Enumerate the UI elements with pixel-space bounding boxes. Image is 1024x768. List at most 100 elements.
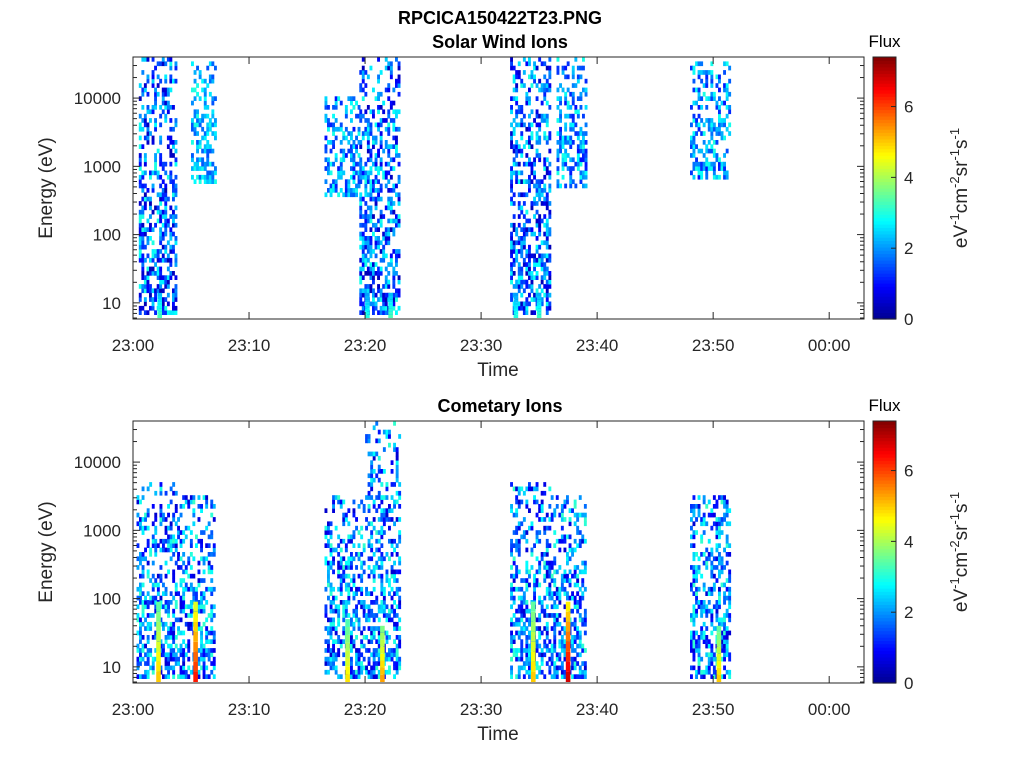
heatmap-cell — [568, 521, 572, 527]
heatmap-cell — [369, 109, 373, 115]
heatmap-cell — [207, 521, 211, 527]
heatmap-cell — [515, 530, 519, 535]
heatmap-cell — [372, 648, 376, 653]
heatmap-cell — [141, 174, 145, 180]
heatmap-cell — [563, 586, 567, 592]
heatmap-cell — [379, 240, 383, 246]
heatmap-cell — [543, 222, 547, 228]
heatmap-cell — [159, 482, 163, 487]
heatmap-cell — [367, 521, 371, 527]
colorbar-swatch — [873, 574, 896, 579]
heatmap-cell — [355, 144, 358, 149]
heatmap-cell — [379, 196, 383, 202]
heatmap-cell — [700, 538, 704, 544]
heatmap-cell — [377, 227, 380, 232]
heatmap-cell — [362, 608, 366, 614]
heatmap-cell — [395, 652, 399, 658]
heatmap-cell — [707, 161, 711, 167]
heatmap-cell — [728, 613, 732, 618]
heatmap-cell — [530, 179, 534, 184]
heatmap-cell — [382, 495, 386, 500]
heatmap-cell — [515, 122, 519, 128]
heatmap-cell — [548, 244, 552, 250]
heatmap-cell — [705, 74, 709, 80]
heatmap-cell — [690, 613, 693, 618]
heatmap-cell — [169, 257, 173, 263]
heatmap-cell — [182, 538, 186, 544]
heatmap-cell — [377, 271, 380, 276]
heatmap-cell — [198, 118, 202, 123]
heatmap-cell — [141, 70, 145, 75]
heatmap-cell — [362, 543, 366, 548]
heatmap-cell — [395, 214, 398, 219]
heatmap-cell — [710, 118, 714, 123]
heatmap-cell — [379, 214, 383, 219]
heatmap-cell — [205, 495, 209, 500]
heatmap-cell — [715, 74, 719, 80]
heatmap-cell — [174, 538, 178, 544]
heatmap-cell — [169, 214, 173, 219]
colorbar-swatch — [873, 558, 896, 563]
heatmap-cell — [342, 521, 346, 527]
colorbar-swatch — [873, 151, 896, 156]
heatmap-cell — [579, 126, 583, 132]
heatmap-cell — [342, 135, 346, 141]
heatmap-cell — [164, 600, 168, 605]
heatmap-cell — [535, 83, 539, 88]
heatmap-cell — [352, 126, 356, 132]
heatmap-cell — [392, 144, 396, 149]
heatmap-cell — [361, 262, 365, 267]
colorbar-swatch — [873, 620, 896, 625]
heatmap-cell — [561, 70, 565, 75]
heatmap-cell — [193, 161, 197, 167]
heatmap-cell — [398, 661, 402, 666]
heatmap-cell — [172, 78, 175, 84]
heatmap-cell — [141, 608, 145, 614]
heatmap-cell — [136, 643, 140, 649]
heatmap-cell — [174, 188, 178, 193]
heatmap-cell — [571, 552, 574, 557]
heatmap-cell — [528, 525, 531, 531]
heatmap-cell — [212, 648, 216, 653]
heatmap-cell — [545, 552, 549, 557]
heatmap-cell — [192, 508, 196, 513]
heatmap-cell — [344, 126, 348, 132]
heatmap-cell — [538, 613, 542, 618]
heatmap-cell — [370, 639, 374, 644]
heatmap-cell — [525, 140, 529, 145]
heatmap-cell — [196, 140, 199, 145]
heatmap-cell — [512, 530, 516, 535]
heatmap-cell — [164, 674, 168, 679]
heatmap-cell — [201, 148, 205, 154]
heatmap-cell — [393, 578, 396, 583]
heatmap-cell — [533, 170, 536, 176]
heatmap-cell — [530, 227, 534, 232]
heatmap-cell — [143, 135, 147, 141]
heatmap-cell — [540, 630, 544, 636]
hot-spot-cell — [380, 675, 385, 682]
heatmap-cell — [700, 604, 704, 610]
heatmap-cell — [350, 556, 353, 562]
heatmap-cell — [392, 118, 396, 123]
heatmap-cell — [510, 591, 513, 596]
heatmap-cell — [388, 665, 391, 671]
heatmap-cell — [525, 608, 529, 614]
colorbar-swatch — [873, 299, 896, 304]
heatmap-cell — [332, 665, 335, 671]
y-axis-label: Energy (eV) — [36, 501, 57, 602]
heatmap-cell — [393, 573, 396, 579]
heatmap-cell — [202, 569, 206, 575]
heatmap-cell — [718, 586, 721, 592]
heatmap-cell — [581, 669, 585, 675]
heatmap-cell — [361, 275, 365, 280]
heatmap-cell — [388, 608, 391, 614]
heatmap-cell — [725, 534, 729, 540]
heatmap-cell — [545, 604, 549, 610]
heatmap-cell — [195, 591, 198, 596]
heatmap-cell — [369, 179, 373, 184]
heatmap-cell — [364, 227, 368, 232]
heatmap-cell — [182, 530, 186, 535]
heatmap-cell — [533, 65, 536, 71]
heatmap-cell — [146, 591, 150, 596]
heatmap-cell — [327, 648, 330, 653]
